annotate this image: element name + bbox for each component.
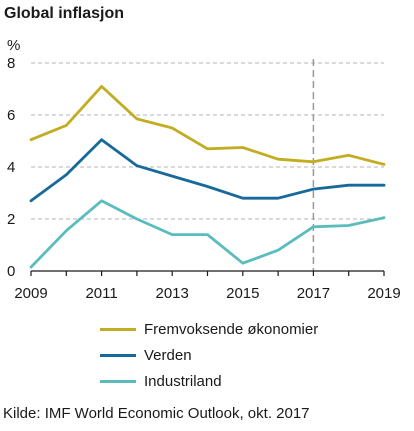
legend: Fremvoksende økonomier Verden Industriland — [100, 316, 318, 394]
legend-label: Industriland — [144, 372, 222, 390]
y-tick-label: 2 — [7, 211, 15, 228]
x-tick-label: 2015 — [226, 285, 259, 300]
legend-item: Industriland — [100, 368, 318, 394]
x-axis — [30, 270, 385, 276]
line-chart: 0 2 4 6 8 2009 2011 2013 2015 2017 2019 — [7, 55, 401, 300]
legend-swatch — [100, 327, 136, 331]
y-tick-label: 8 — [7, 55, 15, 72]
x-tick-label: 2009 — [14, 285, 47, 300]
grid-lines — [31, 62, 384, 220]
chart-title: Global inflasjon — [4, 5, 125, 22]
x-tick-label: 2017 — [297, 285, 330, 300]
y-axis-unit-label: % — [7, 37, 21, 54]
series-line-1 — [29, 85, 386, 166]
x-tick-label: 2013 — [156, 285, 189, 300]
legend-item: Fremvoksende økonomier — [100, 316, 318, 342]
y-tick-label: 6 — [7, 107, 15, 124]
legend-label: Fremvoksende økonomier — [144, 320, 319, 338]
legend-swatch — [100, 353, 136, 357]
y-tick-label: 0 — [7, 263, 15, 280]
series-line-3 — [29, 199, 386, 269]
x-tick-label: 2011 — [85, 285, 117, 300]
source-note: Kilde: IMF World Economic Outlook, okt. … — [3, 405, 310, 422]
y-tick-labels: 0 2 4 6 8 — [7, 55, 15, 280]
y-tick-label: 4 — [7, 159, 15, 176]
series-line-2 — [29, 138, 386, 203]
legend-item: Verden — [100, 342, 318, 368]
x-tick-label: 2019 — [367, 285, 400, 300]
legend-swatch — [100, 379, 136, 383]
x-tick-labels: 2009 2011 2013 2015 2017 2019 — [14, 285, 400, 300]
legend-label: Verden — [144, 346, 192, 364]
series-lines — [29, 85, 386, 269]
